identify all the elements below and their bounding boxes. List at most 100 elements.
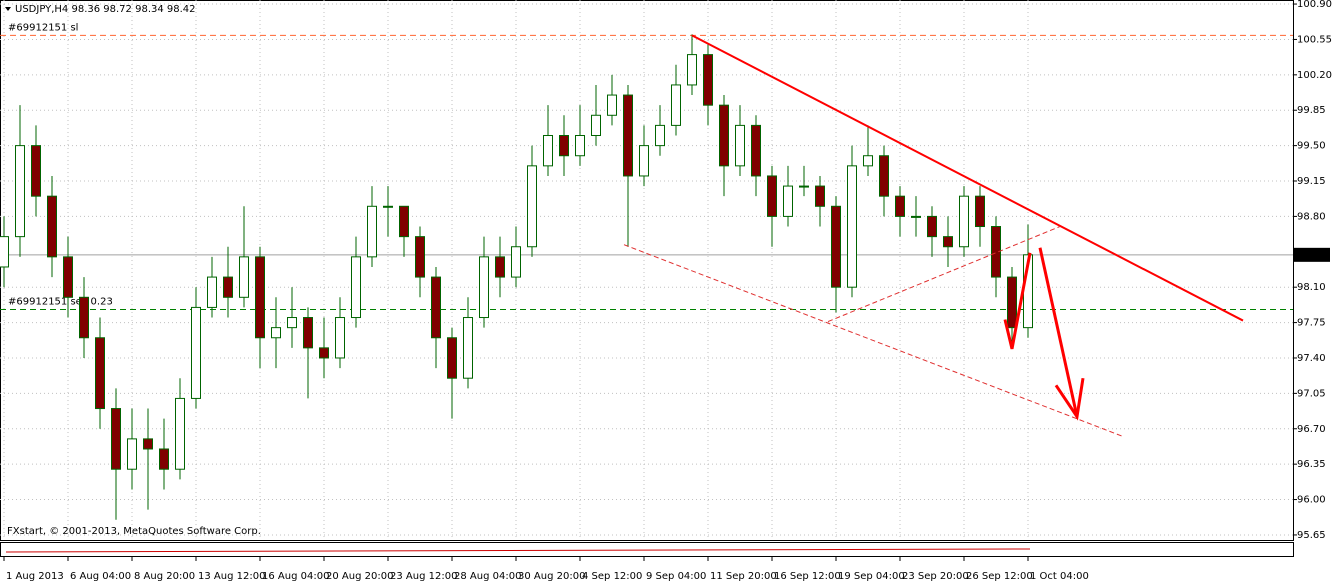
candle-body [159,448,169,470]
y-tick-label: 100.55 [1297,34,1332,45]
candle-body [991,226,1001,278]
candle-body [831,205,841,288]
candle-body [1007,276,1017,329]
candle-body [463,317,473,379]
x-tick-label: 19 Sep 04:00 [838,571,905,582]
candle-body [47,195,57,258]
trend-drawing [827,226,1061,323]
candle-body [223,276,233,298]
x-tick-label: 1 Aug 2013 [6,571,64,582]
candle-body [687,54,697,86]
candle-body [511,246,521,278]
trend-drawing [1038,247,1079,417]
y-tick-label: 99.15 [1297,176,1326,187]
candle-body [847,165,857,288]
plot-frame [0,0,1294,541]
y-tick-label: 97.40 [1297,353,1326,364]
candle-body [351,256,361,319]
candle-body [783,185,793,217]
candle-body [367,205,377,258]
candle-body [767,175,777,217]
x-tick-label: 9 Sep 04:00 [646,571,706,582]
candle-body [63,256,73,298]
x-tick-label: 8 Aug 20:00 [134,571,195,582]
candle-body [799,185,809,188]
trend-drawing [1054,377,1085,421]
candle-body [911,215,921,218]
order-label: #69912151 sl [8,22,78,33]
candle-body [447,337,457,379]
candle-body [239,256,249,298]
candle-body [943,236,953,248]
x-tick-label: 13 Aug 12:00 [198,571,265,582]
chart-title: USDJPY,H4 98.36 98.72 98.34 98.42 [15,4,196,15]
candle-body [207,276,217,308]
candle-body [287,317,297,329]
y-tick-label: 100.90 [1297,0,1332,10]
y-tick-label: 96.35 [1297,459,1326,470]
x-tick-label: 28 Aug 04:00 [454,571,521,582]
candle-body [303,317,313,349]
candle-body [751,124,761,177]
candle-body [95,337,105,410]
x-tick-label: 20 Aug 20:00 [326,571,393,582]
candle-body [735,124,745,167]
y-tick-label: 96.70 [1297,424,1326,435]
x-tick-label: 26 Sep 12:00 [966,571,1033,582]
candle-body [639,145,649,177]
candle-body [815,185,825,207]
trend-drawing [623,244,1125,438]
x-tick-label: 6 Aug 04:00 [70,571,131,582]
candle-body [655,124,665,147]
dropdown-icon [5,7,11,11]
indicator-panel [0,542,1294,557]
candle-body [703,54,713,106]
candle-body [559,135,569,157]
y-tick-label: 95.65 [1297,530,1326,541]
copyright: FXstart, © 2001-2013, MetaQuotes Softwar… [7,526,261,537]
candle-body [895,195,905,217]
current-price-box [1294,247,1330,262]
candle-body [271,327,281,339]
candle-body [399,205,409,238]
candle-body [431,276,441,339]
candle-body [543,135,553,167]
candle-body [863,155,873,167]
y-tick-label: 100.20 [1297,70,1332,81]
x-tick-label: 4 Sep 12:00 [582,571,642,582]
candle-body [335,317,345,359]
candle-body [527,165,537,248]
candle-body [111,408,121,470]
candle-body [959,195,969,248]
candle-body [623,94,633,177]
candle-body [255,256,265,339]
candle-body [127,438,137,470]
candle-body [671,84,681,126]
y-tick-label: 98.80 [1297,211,1326,222]
trend-drawing [1003,252,1032,350]
candle-body [191,306,201,399]
candle-body [319,347,329,359]
x-tick-label: 16 Sep 12:00 [774,571,841,582]
x-tick-label: 16 Aug 04:00 [262,571,329,582]
candle-body [0,236,9,268]
order-label: #69912151 sell 0.23 [8,296,113,307]
candle-body [927,215,937,238]
candle-body [975,195,985,228]
candle-body [79,296,89,339]
indicator-line [5,548,1031,553]
y-tick-label: 99.85 [1297,105,1326,116]
x-tick-label: 23 Sep 20:00 [902,571,969,582]
x-tick-label: 1 Oct 04:00 [1030,571,1089,582]
candle-body [143,438,153,450]
candle-body [31,145,41,197]
candle-body [15,145,25,238]
trend-drawing [691,34,1244,322]
x-tick-label: 30 Aug 20:00 [518,571,585,582]
candle-body [383,205,393,208]
y-tick-label: 97.75 [1297,318,1326,329]
candle-body [719,104,729,167]
y-tick-label: 96.00 [1297,495,1326,506]
y-tick-label: 99.50 [1297,141,1326,152]
